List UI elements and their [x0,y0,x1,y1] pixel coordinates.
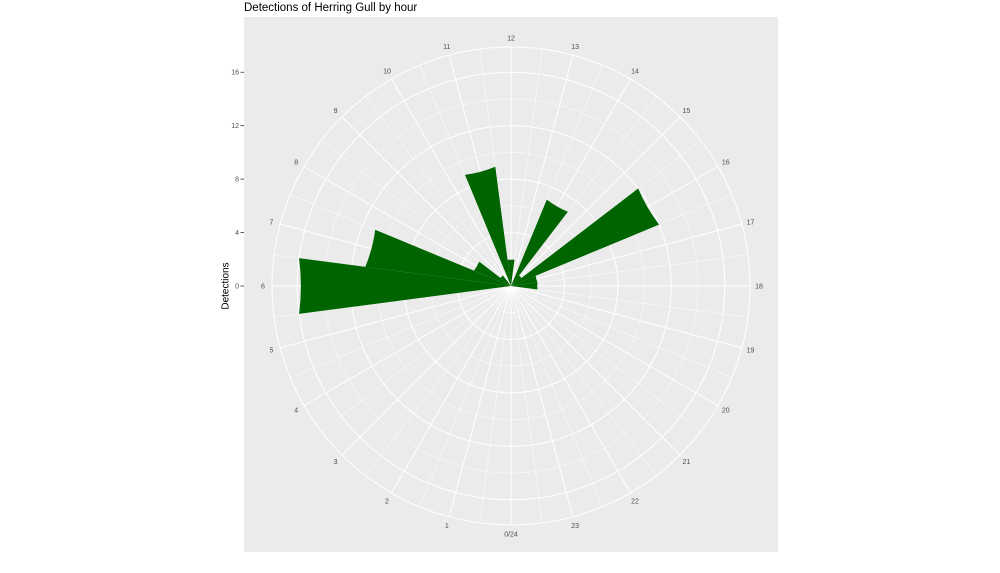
grid-spoke-minor [419,285,512,507]
hour-label: 5 [269,348,273,355]
y-tick-label: 0 [235,284,239,291]
grid-spoke-minor [365,285,512,476]
grid-spoke-minor [510,285,657,476]
hour-label: 6 [261,284,265,291]
grid-spoke-minor [510,285,543,523]
bar-hour-6 [299,258,511,314]
hour-label: 23 [571,523,579,530]
grid-spoke [303,285,512,406]
hour-label: 12 [507,36,515,43]
grid-spoke-minor [510,49,543,287]
bars [299,166,660,314]
grid-spoke [341,116,512,287]
y-tick-label: 12 [231,123,239,130]
grid-spoke-minor [510,285,748,318]
bar-hour-16 [511,188,660,286]
grid-spoke [510,285,742,349]
grid-spoke [510,285,574,517]
hour-label: 1 [445,523,449,530]
bar-hour-17 [511,275,538,286]
hour-labels: 0/24123456789101112131415161718192021222… [261,36,763,539]
hour-label: 2 [385,498,389,505]
bar-hour-18 [511,282,538,290]
grid-spoke-minor [510,254,748,287]
hour-label: 3 [334,459,338,466]
grid-spoke-minor [290,285,512,378]
grid-spoke-minor [510,96,657,287]
grid-spoke [510,55,574,287]
hour-label: 4 [294,408,298,415]
hour-label: 7 [269,219,273,226]
hour-label: 22 [631,498,639,505]
grid-spoke-minor [365,96,512,287]
grid-spoke [510,223,742,287]
bar-hour-11 [464,166,511,286]
hour-label: 11 [443,44,450,51]
y-tick-label: 4 [235,230,239,237]
hour-label: 20 [722,408,730,415]
grid-spoke [303,166,512,287]
hour-label: 14 [631,69,639,76]
grid-spoke [448,285,512,517]
hour-label: 19 [747,348,755,355]
grid-spoke-minor [510,285,603,507]
hour-label: 18 [755,284,763,291]
chart-title: Detections of Herring Gull by hour [244,2,418,14]
bar-hour-15 [511,275,522,286]
grid-spoke [510,116,681,287]
bar-hour-12 [507,259,515,286]
bar-hour-14 [511,199,568,286]
hour-label: 21 [682,459,690,466]
grid-spoke-minor [321,285,512,432]
grid-spoke [391,285,512,494]
hour-label: 15 [682,108,690,115]
hour-label: 9 [334,108,338,115]
grid-spoke [391,78,512,287]
grid-spoke [341,285,512,456]
grid-spoke-minor [510,285,732,378]
grid-spoke-minor [510,285,701,432]
grid-spoke [510,285,681,456]
hour-label: 8 [294,160,298,167]
grid-spoke [510,285,719,406]
bar-hour-9 [500,275,511,286]
hour-label: 13 [571,44,579,51]
grid-spoke [510,285,631,494]
hour-label: 16 [722,160,730,167]
hour-label: 10 [383,69,391,76]
y-tick-label: 8 [235,177,239,184]
bar-hour-7 [365,229,511,286]
y-axis-ticks: 0 4 8 12 16 [231,70,244,291]
grid-spoke-minor [479,285,512,523]
hour-label: 17 [747,219,755,226]
y-tick-label: 16 [231,70,239,77]
bar-hour-8 [473,261,511,286]
grid-spoke-minor [510,65,603,287]
grid-spoke [280,285,512,349]
hour-label: 0/24 [504,532,518,539]
